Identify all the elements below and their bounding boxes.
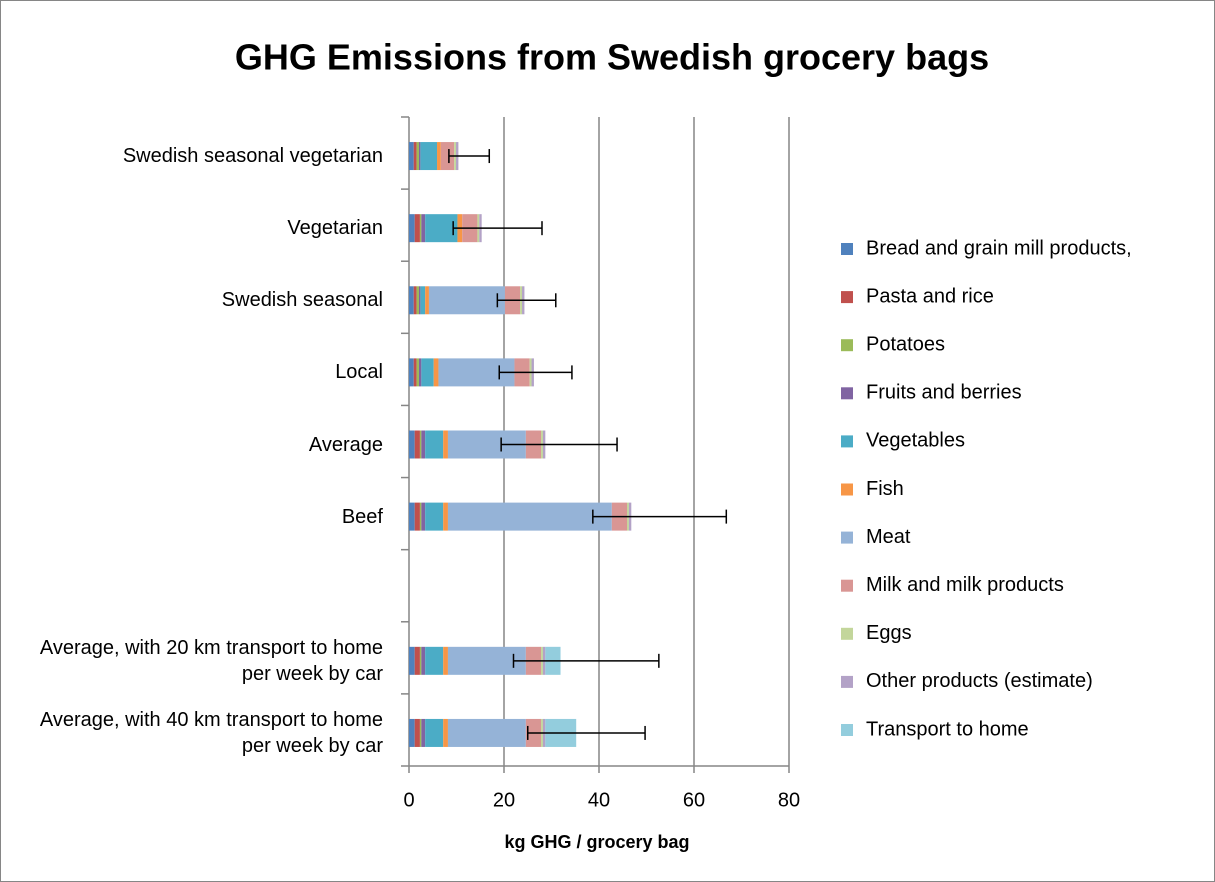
y-tick-label: Vegetarian [287,217,383,240]
error-bar [527,725,646,740]
bar-segment [425,286,429,315]
legend-label: Fruits and berries [866,382,1022,404]
error-bar [496,293,557,308]
bar-segment [421,214,426,243]
bar-segment [409,358,414,387]
bar-segment [414,214,420,243]
bar-segment [433,358,439,387]
bar-segment [409,286,414,315]
bar-segment [443,430,448,459]
legend-label: Meat [866,526,911,548]
bar-segment [418,358,422,387]
y-tick-label: Average, with 20 km transport to home pe… [39,636,383,685]
error-bar [498,365,573,380]
bar-segment [425,430,444,459]
legend-label: Eggs [866,622,912,644]
legend-swatch [841,724,853,736]
bar-segment [440,142,455,171]
bar-segment [425,718,444,747]
bar-segment [428,286,505,315]
y-tick-label: Average [308,433,383,456]
legend-label: Pasta and rice [866,285,994,307]
bar-segment [409,430,415,459]
legend-swatch [841,291,853,304]
legend-swatch [841,339,853,352]
bar-segment [413,142,417,171]
bar-segment [414,718,420,747]
error-bar [512,653,660,668]
chart-title: GHG Emissions from Swedish grocery bags [235,37,989,78]
legend-swatch [841,675,853,688]
bar-segment [413,286,417,315]
bar-segment [425,646,444,675]
y-tick-label: Swedish seasonal vegetarian [122,145,383,168]
bar-segment [414,646,420,675]
bar-segment [414,502,420,531]
bar-segment [425,214,458,243]
legend-label: Transport to home [866,718,1029,740]
bar-segment [443,502,448,531]
bar-segment [409,718,415,747]
bar-segment [419,214,422,243]
error-bar [448,149,491,164]
legend-swatch [841,579,853,592]
bar-segment [419,718,422,747]
legend-swatch [841,243,853,255]
legend-label: Other products (estimate) [866,670,1093,692]
x-tick-label: 80 [778,789,800,811]
bar-segment [421,358,434,387]
x-tick-label: 0 [403,789,414,811]
legend-swatch [841,627,853,640]
bar-segment [409,214,415,243]
x-axis-title: kg GHG / grocery bag [504,832,689,852]
bar-segment [416,142,419,171]
bar-segment [416,358,419,387]
bar-segment [421,718,426,747]
bar-segment [419,430,422,459]
bar-segment [413,358,417,387]
bar-segment [418,286,421,315]
bar-segment [447,718,526,747]
error-bar [592,509,728,524]
legend-label: Vegetables [866,430,965,452]
bar-segment [443,718,448,747]
bar-segment [409,502,415,531]
bar-segment [425,502,444,531]
bar-segment [421,502,426,531]
bar-segment [418,142,421,171]
x-tick-label: 40 [588,789,610,811]
y-tick-label: Average, with 40 km transport to home pe… [39,708,383,757]
x-tick-label: 20 [493,789,515,811]
legend-swatch [841,531,853,544]
y-tick-label: Beef [341,505,383,528]
legend-label: Bread and grain mill products, [866,237,1132,259]
y-tick-label: Swedish seasonal [221,289,383,312]
bar-segment [443,646,448,675]
bar-segment [420,142,438,171]
bar-segment [437,142,441,171]
bar-segment [421,430,426,459]
bar-segment [447,502,612,531]
bar-segment [419,502,422,531]
legend-swatch [841,483,853,496]
y-tick-label: Local [335,361,383,384]
bar-segment [409,646,415,675]
legend-label: Milk and milk products [866,574,1064,596]
error-bar [500,437,618,452]
legend-swatch [841,387,853,400]
bar-segment [414,430,420,459]
bar-segment [416,286,419,315]
bar-segment [421,646,426,675]
bar-segment [409,142,414,171]
bar-segment [420,286,426,315]
legend-label: Potatoes [866,333,945,355]
legend-label: Fish [866,478,904,500]
error-bar [452,221,543,236]
bar-segment [419,646,422,675]
x-tick-label: 60 [683,789,705,811]
legend-swatch [841,435,853,448]
